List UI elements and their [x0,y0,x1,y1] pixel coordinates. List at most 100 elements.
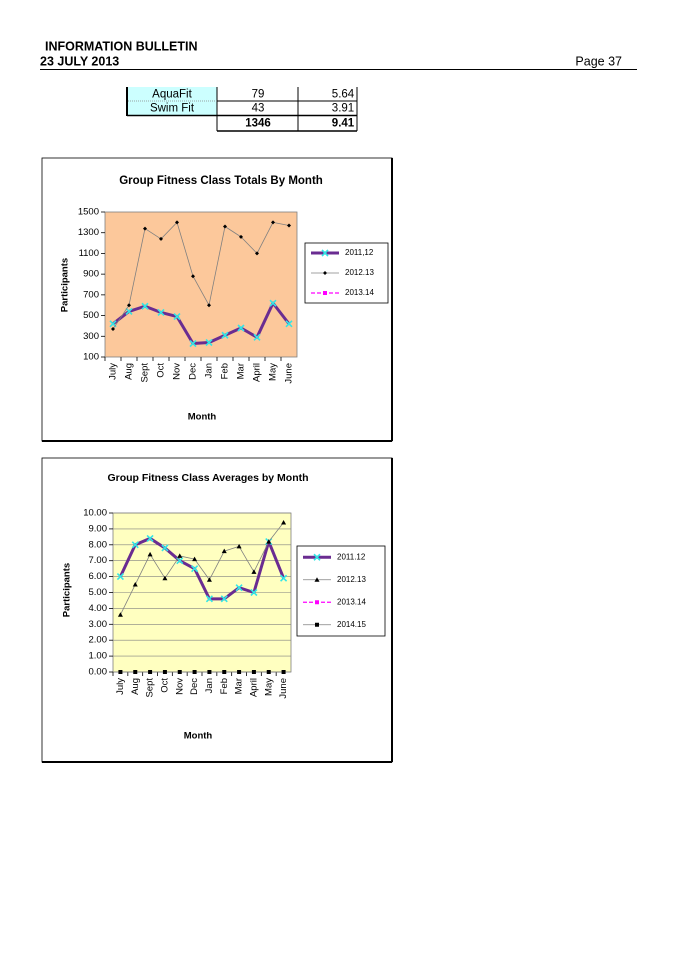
point [132,582,138,587]
x-tick-label: Sept [145,678,156,698]
series-line [120,522,284,615]
y-tick-label: 3.00 [89,619,108,630]
point [173,313,181,321]
legend-label: 2011,12 [345,248,374,257]
point [189,339,197,348]
point [177,553,183,558]
x-tick-label: Mar [234,678,245,694]
chart-title: Group Fitness Class Totals By Month [119,175,323,187]
chart: Group Fitness Class Averages by Month 0.0… [41,457,393,763]
cell: 43 [252,103,265,115]
point [159,236,163,241]
y-tick-label: 1100 [79,248,99,259]
x-tick-label: Nov [172,363,183,380]
point [266,539,272,544]
point [117,612,123,617]
y-tick-label: 500 [83,310,99,321]
point [147,551,153,557]
y-tick-label: 9.00 [89,523,108,534]
legend-marker [323,271,327,275]
point [141,302,149,310]
point [157,308,165,317]
point [253,333,261,341]
cell: Swim Fit [150,103,195,115]
legend-label: 2013.14 [337,597,366,606]
series-line [119,536,285,601]
x-tick-label: May [268,363,279,381]
chart: Group Fitness Class Totals By Month 100 30… [41,157,393,442]
x-tick-label: Mar [236,363,247,379]
y-tick-label: 10.00 [83,508,107,519]
x-tick-label: Jan [204,678,215,693]
point [161,544,169,552]
y-tick-label: 4.00 [89,603,108,614]
page-number: Page 37 [575,54,622,68]
y-tick-label: 300 [83,331,99,342]
point [221,331,229,339]
y-tick-label: 1300 [78,227,99,238]
x-tick-label: Oct [159,678,170,693]
series-line [112,221,290,330]
x-axis-label: Month [184,731,213,742]
chart-title: Group Fitness Class Averages by Month [107,472,308,484]
point [236,543,242,549]
y-tick-label: 700 [83,289,99,300]
legend-marker [313,553,321,561]
point [146,534,154,543]
legend-label: 2013.14 [345,288,374,297]
y-tick-label: 7.00 [89,555,108,566]
x-tick-label: July [108,363,119,380]
point [251,569,257,574]
point [205,338,213,347]
point [235,584,243,592]
y-tick-label: 8.00 [89,539,108,550]
x-tick-label: Nov [174,678,185,695]
point [177,670,182,674]
point [125,307,133,315]
y-tick-label: 2.00 [89,635,108,646]
point [133,670,138,674]
point [251,670,256,674]
x-tick-label: Sept [140,363,151,383]
point [221,548,227,554]
legend-marker [315,622,319,627]
point [281,520,287,525]
point [191,565,199,573]
point [148,670,153,674]
point [192,670,197,674]
x-tick-label: July [115,678,126,695]
cell: 3.91 [332,103,354,115]
point [237,670,242,674]
x-tick-label: Dec [189,678,200,695]
legend-label: 2012.13 [345,268,374,277]
summary-table: AquaFit 79 5.64 Swim Fit 43 3.91 1346 9.… [126,87,358,132]
x-axis-label: Month [188,412,217,423]
point [175,220,179,225]
y-tick-label: 6.00 [89,571,108,582]
point [239,234,243,239]
point [280,574,288,582]
point [191,274,195,279]
point [207,303,211,308]
y-axis-label: Participants [60,258,71,312]
point [220,595,228,603]
point [131,541,139,549]
cell: 79 [252,89,265,101]
point [266,670,271,674]
point [281,670,286,674]
point [192,556,198,562]
y-tick-label: 1500 [78,207,99,218]
y-tick-label: 0.00 [89,667,108,678]
point [205,595,213,603]
point [206,577,212,582]
point [287,223,291,228]
legend-label: 2011.12 [337,552,366,561]
point [162,670,167,674]
plot-area [104,211,298,358]
point [271,220,275,225]
cell: 5.64 [332,89,355,101]
x-tick-label: April [252,363,263,382]
point [116,573,124,581]
legend-marker [321,249,329,257]
